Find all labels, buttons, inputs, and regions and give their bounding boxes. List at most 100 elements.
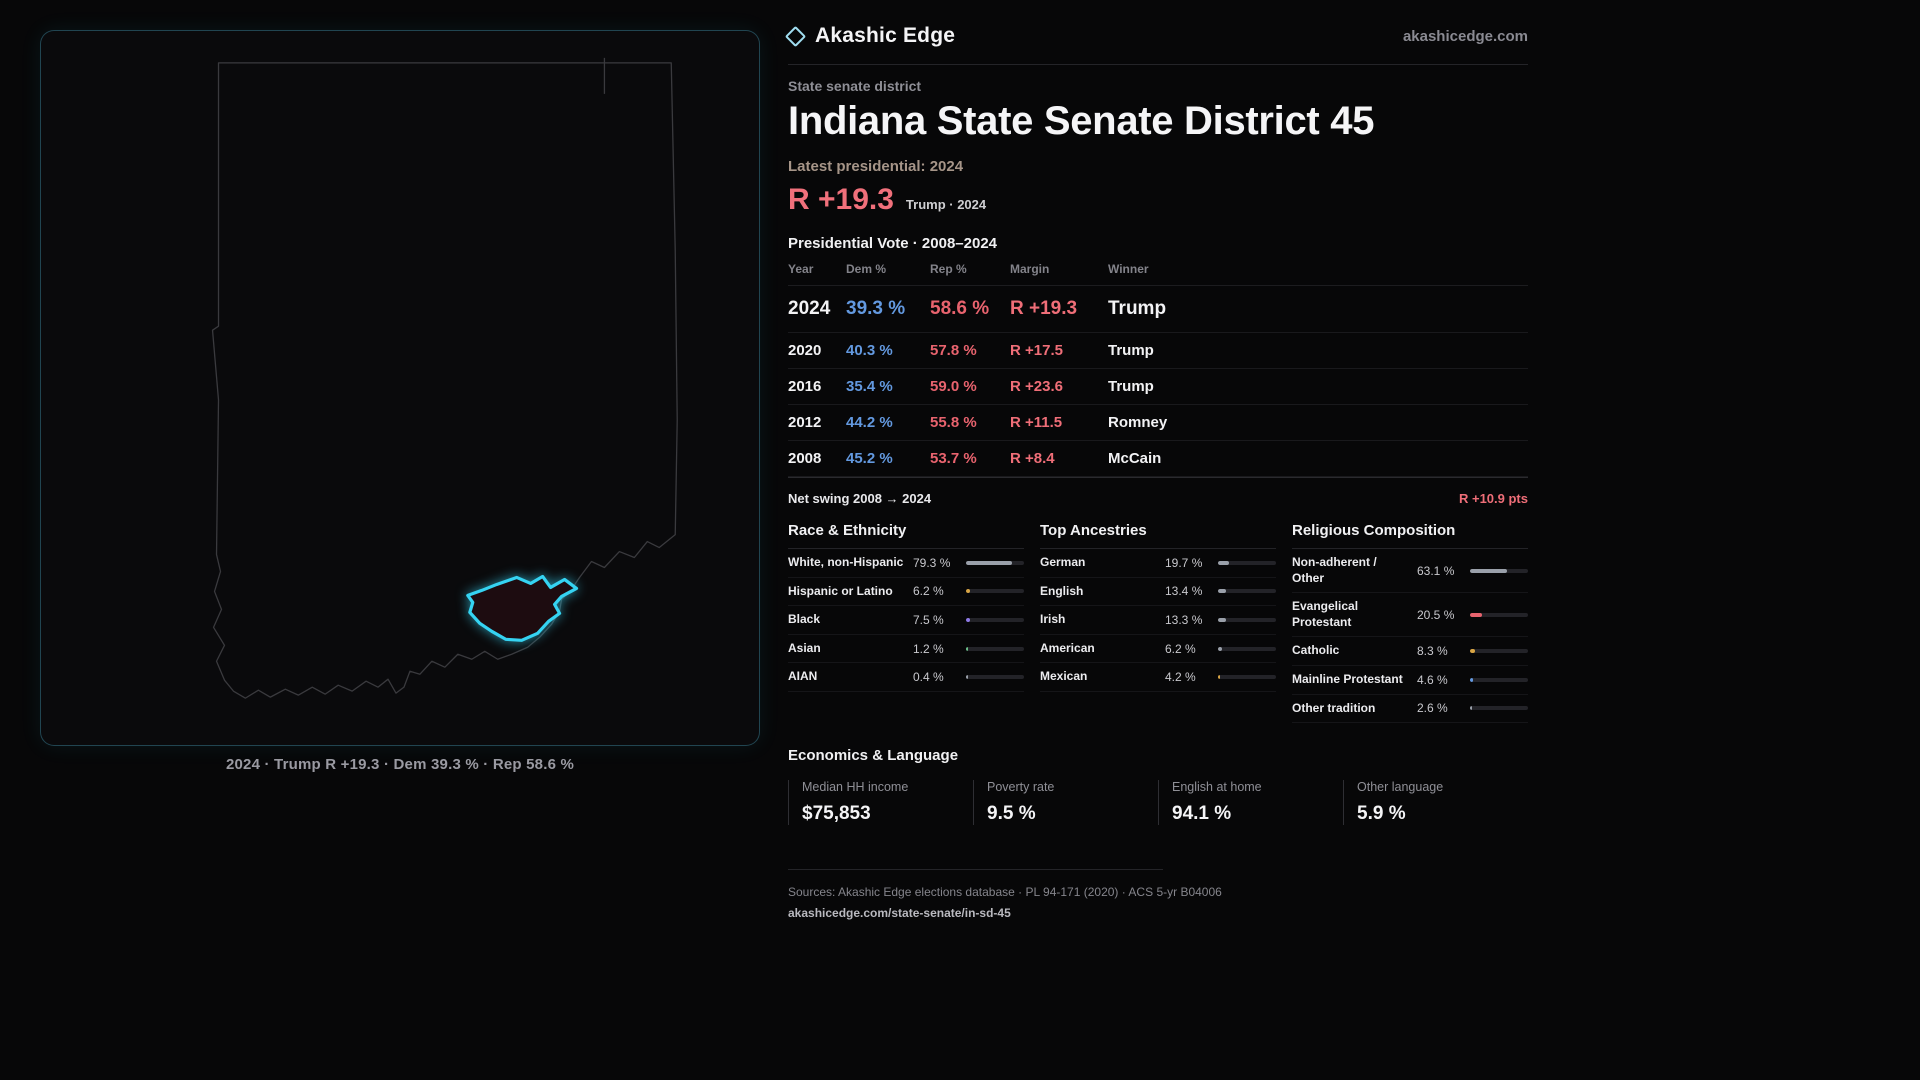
col-dem: Dem % — [846, 262, 887, 276]
year-cell: 2008 — [788, 450, 822, 467]
bar-track — [966, 646, 1024, 651]
demo-value: 13.3 % — [1165, 612, 1203, 627]
margin-cell: R +17.5 — [1010, 342, 1063, 359]
table-row: 2016 35.4 % 59.0 % R +23.6 Trump — [788, 369, 1528, 405]
table-row: 2008 45.2 % 53.7 % R +8.4 McCain — [788, 441, 1528, 477]
stat-median-income: Median HH income $75,853 — [788, 780, 973, 826]
demo-value: 1.2 % — [913, 641, 944, 656]
rep-cell: 55.8 % — [930, 414, 977, 431]
bar-fill — [966, 560, 1012, 565]
stat-label: Median HH income — [802, 780, 909, 795]
stat-label: English at home — [1172, 780, 1262, 795]
footer: Sources: Akashic Edge elections database… — [788, 869, 1528, 922]
demo-row: American 6.2 % — [1040, 635, 1276, 664]
demo-label: Black — [788, 612, 821, 627]
ancestries-section: Top Ancestries German 19.7 % English 13.… — [1040, 522, 1276, 723]
vote-table-header: Year Dem % Rep % Margin Winner — [788, 262, 1528, 286]
demo-label: Asian — [788, 640, 821, 655]
demo-row: Hispanic or Latino 6.2 % — [788, 578, 1024, 607]
demo-row: Mexican 4.2 % — [1040, 663, 1276, 692]
bar-fill — [1218, 617, 1226, 622]
indiana-outline — [211, 62, 678, 699]
year-cell: 2016 — [788, 378, 822, 395]
headline-margin: R +19.3 Trump · 2024 — [788, 183, 1528, 217]
demo-label: English — [1040, 583, 1084, 598]
bar-fill — [1218, 646, 1222, 651]
dem-cell: 35.4 % — [846, 378, 893, 395]
demo-row: Irish 13.3 % — [1040, 606, 1276, 635]
vote-table-title: Presidential Vote · 2008–2024 — [788, 235, 998, 252]
permalink[interactable]: akashicedge.com/state-senate/in-sd-45 — [788, 906, 1011, 921]
bar-track — [1470, 568, 1528, 573]
bar-track — [966, 617, 1024, 622]
latest-label: Latest presidential: 2024 — [788, 158, 964, 175]
rep-cell: 59.0 % — [930, 378, 977, 395]
col-rep: Rep % — [930, 262, 967, 276]
margin-cell: R +19.3 — [1010, 298, 1078, 319]
demo-label: Mainline Protestant — [1292, 671, 1403, 686]
rep-cell: 58.6 % — [930, 298, 990, 319]
bar-fill — [1470, 677, 1473, 682]
race-ethnicity-section: Race & Ethnicity White, non-Hispanic 79.… — [788, 522, 1024, 723]
kicker: State senate district — [788, 78, 922, 94]
demo-row: Mainline Protestant 4.6 % — [1292, 666, 1528, 695]
demo-label: White, non-Hispanic — [788, 555, 904, 569]
bar-fill — [1470, 706, 1472, 711]
presidential-vote-table: Year Dem % Rep % Margin Winner 2024 39.3… — [788, 262, 1528, 506]
demo-value: 13.4 % — [1165, 584, 1203, 599]
demo-label: Other tradition — [1292, 700, 1376, 715]
district-profile: Akashic Edge akashicedge.com State senat… — [784, 24, 1528, 922]
demo-label: Catholic — [1292, 643, 1340, 658]
bar-track — [1218, 646, 1276, 651]
demo-row: Evangelical Protestant 20.5 % — [1292, 593, 1528, 638]
demo-value: 2.6 % — [1417, 701, 1448, 716]
site-link[interactable]: akashicedge.com — [1402, 27, 1528, 45]
bar-track — [1470, 677, 1528, 682]
demo-label: Hispanic or Latino — [788, 583, 893, 598]
demo-value: 7.5 % — [913, 612, 944, 627]
demo-value: 6.2 % — [913, 584, 944, 599]
year-cell: 2020 — [788, 342, 822, 359]
bar-track — [966, 560, 1024, 565]
section-title: Race & Ethnicity — [788, 522, 1024, 549]
sources-text: Sources: Akashic Edge elections database… — [788, 885, 1222, 900]
header: Akashic Edge akashicedge.com — [784, 24, 1528, 65]
demo-value: 6.2 % — [1165, 641, 1196, 656]
demo-value: 8.3 % — [1417, 644, 1448, 659]
stat-value: $75,853 — [802, 803, 871, 825]
bar-fill — [1218, 675, 1221, 680]
bar-track — [1218, 617, 1276, 622]
demo-label: Non-adherent / Other — [1292, 555, 1377, 585]
bar-fill — [1470, 568, 1507, 573]
demo-value: 63.1 % — [1417, 563, 1455, 578]
bar-fill — [966, 675, 968, 680]
demo-row: Other tradition 2.6 % — [1292, 695, 1528, 724]
economics-title: Economics & Language — [788, 747, 959, 765]
demo-value: 0.4 % — [913, 670, 944, 685]
table-row: 2020 40.3 % 57.8 % R +17.5 Trump — [788, 333, 1528, 369]
net-swing-value: R +10.9 pts — [1458, 491, 1528, 506]
demo-label: Irish — [1040, 612, 1066, 627]
bar-track — [966, 589, 1024, 594]
economics-grid: Median HH income $75,853 Poverty rate 9.… — [788, 780, 1528, 826]
demo-row: Asian 1.2 % — [788, 635, 1024, 664]
footer-divider — [788, 869, 1163, 871]
demographics-grid: Race & Ethnicity White, non-Hispanic 79.… — [788, 522, 1528, 724]
net-swing-label: Net swing 2008 → 2024 — [788, 491, 932, 506]
stat-english-at-home: English at home 94.1 % — [1158, 780, 1343, 826]
stat-other-language: Other language 5.9 % — [1343, 780, 1528, 826]
section-title: Top Ancestries — [1040, 522, 1276, 549]
dem-cell: 45.2 % — [846, 450, 893, 467]
dem-cell: 39.3 % — [846, 298, 906, 319]
winner-cell: Trump — [1108, 378, 1154, 395]
religion-section: Religious Composition Non-adherent / Oth… — [1292, 522, 1528, 724]
margin-cell: R +11.5 — [1010, 414, 1063, 431]
winner-cell: McCain — [1108, 450, 1162, 467]
brand-diamond-icon — [784, 25, 807, 47]
demo-row: English 13.4 % — [1040, 578, 1276, 607]
brand-name: Akashic Edge — [815, 24, 956, 47]
bar-track — [1470, 612, 1528, 617]
stat-label: Other language — [1357, 780, 1444, 795]
demo-row: German 19.7 % — [1040, 549, 1276, 578]
page-title: Indiana State Senate District 45 — [788, 99, 1375, 143]
